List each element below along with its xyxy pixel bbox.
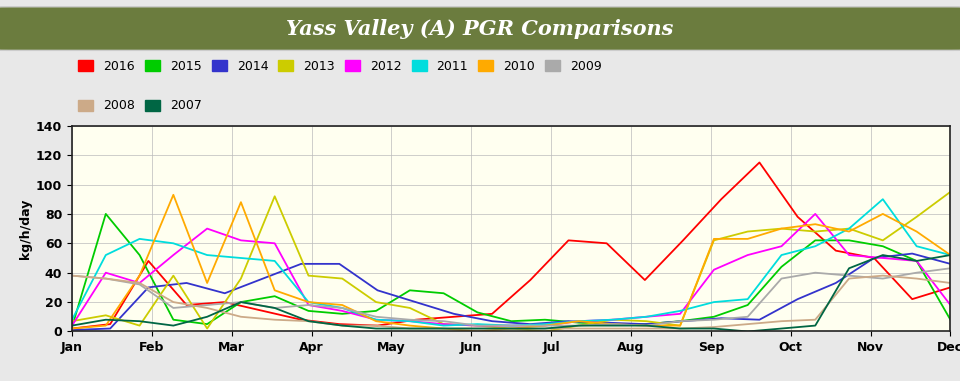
FancyBboxPatch shape <box>0 7 960 50</box>
Text: Yass Valley (A) PGR Comparisons: Yass Valley (A) PGR Comparisons <box>286 19 674 38</box>
Legend: 2008, 2007: 2008, 2007 <box>79 99 202 112</box>
Y-axis label: kg/h/day: kg/h/day <box>19 199 32 259</box>
